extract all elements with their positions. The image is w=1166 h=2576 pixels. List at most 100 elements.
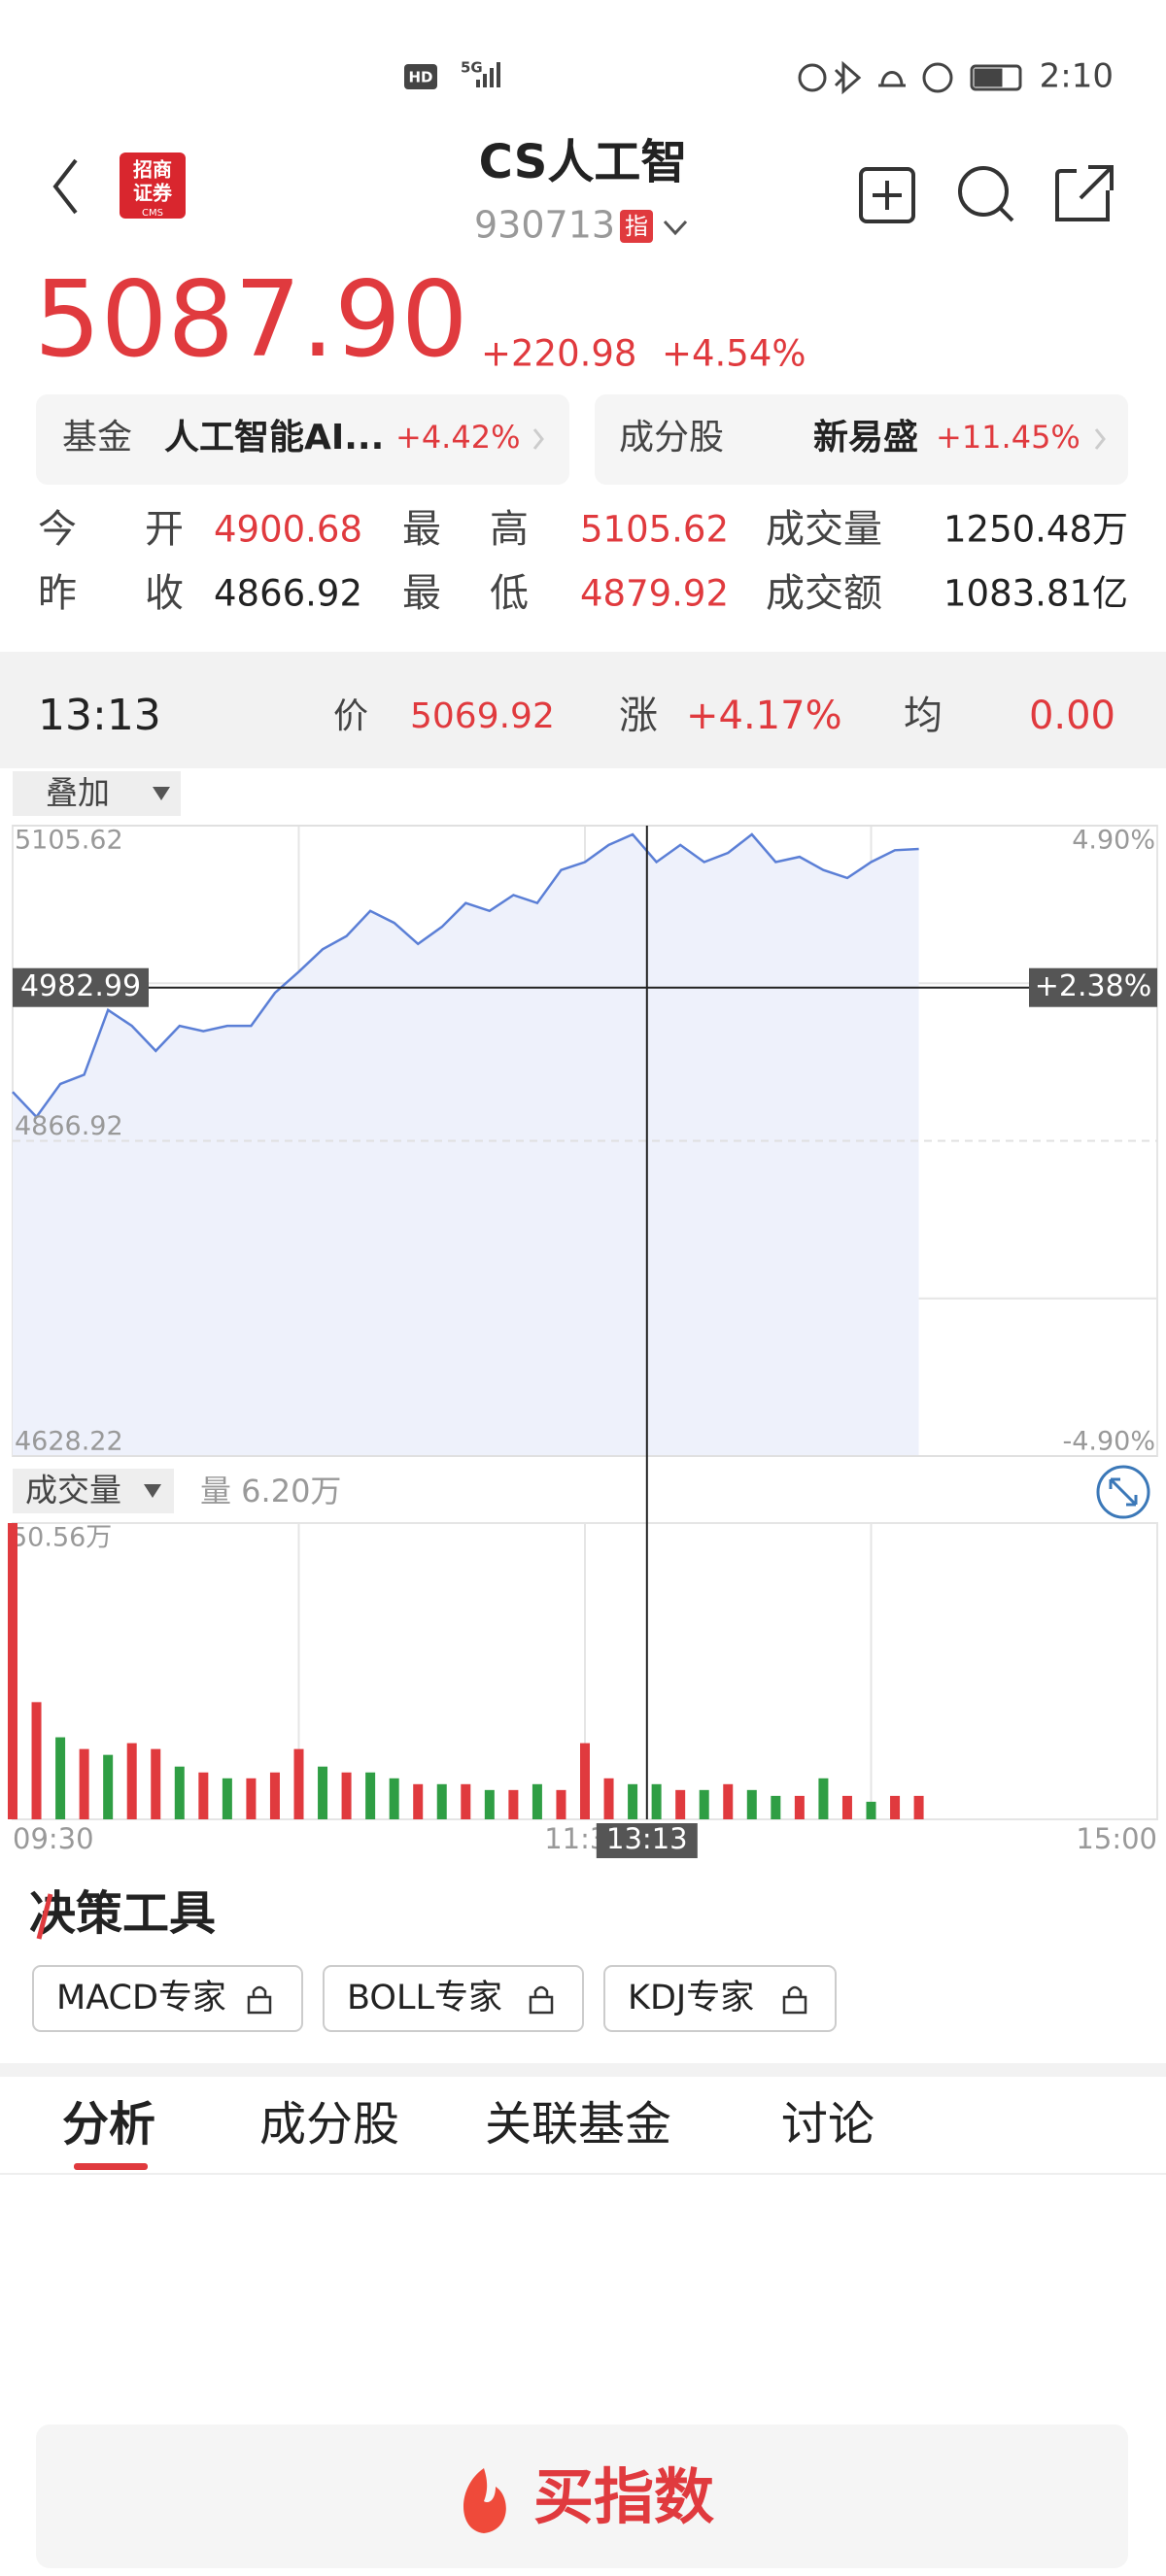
y2-tick-label: 4.90% [1072,826,1155,856]
code-dropdown[interactable] [663,220,688,236]
volume-bar [246,1778,257,1819]
volume-bar [318,1766,328,1819]
signal-label: 5G [461,59,483,77]
volume-bar [890,1795,901,1819]
share-button[interactable] [1055,165,1114,221]
crosshair-price-label: 价 [333,696,368,736]
y-tick-label: 4628.22 [15,1427,123,1457]
stat-label: 成交量 [766,507,882,552]
logo-line1: 招商 [133,158,172,182]
tool-button[interactable] [32,1965,303,2032]
overlay-label: 叠加 [46,774,110,812]
crosshair-label-box [13,967,149,1007]
volume-bar [341,1772,352,1819]
badge-label: 指 [625,213,648,240]
crosshair-price: 5069.92 [410,696,555,736]
fund-pct: +4.42% [395,419,520,456]
component-box[interactable] [595,394,1128,485]
tools-title: 决策工具 [29,1886,216,1941]
volume-bar [484,1789,495,1819]
volume-bar [818,1778,829,1819]
crosshair-time-box [596,1823,698,1858]
crosshair-avg-label: 均 [904,694,943,738]
hd-icon [404,64,437,89]
back-button[interactable] [52,158,78,215]
volume-bar [913,1795,924,1819]
stat-value: 1083.81亿 [943,573,1128,615]
crosshair-bar [0,652,1166,768]
logo-sub: CMS [142,208,163,219]
crosshair-change-label: 涨 [619,694,658,738]
crosshair-change: +4.17% [686,694,842,738]
lock-icons [247,1985,807,2015]
volume-bar [771,1795,781,1819]
price-line [12,832,919,1119]
tool-button[interactable] [323,1965,584,2032]
status-time: 2:10 [1040,57,1114,96]
signal-bars [476,62,500,87]
volume-bar [55,1737,66,1819]
overlay-button[interactable] [13,771,181,816]
component-label: 成分股 [619,418,724,458]
volume-bar [556,1789,566,1819]
tab[interactable]: 成分股 [259,2097,399,2152]
component-pct: +11.45% [936,419,1080,456]
chevron [532,428,544,450]
volume-bar [389,1778,399,1819]
tab-active[interactable]: 分析 [62,2097,155,2152]
search-button[interactable] [958,166,1009,217]
y-tick-label: 5105.62 [15,826,123,856]
volume-bar [628,1783,638,1819]
logo-line2: 证券 [133,182,173,205]
volume-bar [126,1743,137,1819]
separator [0,2063,1166,2077]
volume-bar [580,1743,590,1819]
volume-bar [603,1778,614,1819]
dropdown-arrow [144,1484,161,1498]
tab[interactable]: 讨论 [781,2097,874,2152]
volume-button[interactable] [13,1469,174,1513]
network-label: HD [408,69,432,86]
price-area [13,834,919,1456]
tool-button[interactable] [603,1965,837,2032]
crosshair-label-box [1029,967,1157,1007]
logo [120,153,186,219]
stat-value: 4900.68 [214,509,362,551]
y2-tick-label: -4.90% [1062,1427,1155,1457]
add-button[interactable] [859,167,915,223]
expand-button[interactable] [1096,1465,1150,1519]
volume-bar [8,1523,17,1819]
volume-bar [461,1783,471,1819]
y-tick-label: 50.56万 [11,1523,112,1553]
tool-label: BOLL专家 [347,1979,502,2017]
header-actions [859,165,1114,223]
code: 930713 [474,204,615,247]
volume-bar [532,1783,542,1819]
tools-accent [36,1893,53,1940]
volume-bar [79,1748,89,1819]
fund-name: 人工智能AI... [164,418,384,458]
crosshair-pct: +2.38% [1035,969,1151,1003]
title: CS人工智 [479,135,688,189]
change-pct: +4.54% [662,333,806,375]
volume-bar [365,1772,376,1819]
buy-label: 买指数 [533,2461,714,2532]
volume-bar [723,1783,734,1819]
volume-bar [103,1754,114,1819]
volume-bar [841,1795,852,1819]
volume-bar [293,1748,304,1819]
volume-bar [866,1801,876,1819]
volume-bar [746,1789,757,1819]
chevron [1094,428,1106,450]
volume-bar [794,1795,805,1819]
dropdown-arrow [153,787,170,800]
tab[interactable]: 关联基金 [485,2097,671,2152]
badge [620,210,653,243]
price: 5087.90 [34,259,468,381]
volume-current: 量 6.20万 [200,1473,341,1509]
buy-button[interactable] [36,2424,1128,2568]
tab-underline [74,2163,148,2170]
fund-box[interactable] [36,394,569,485]
